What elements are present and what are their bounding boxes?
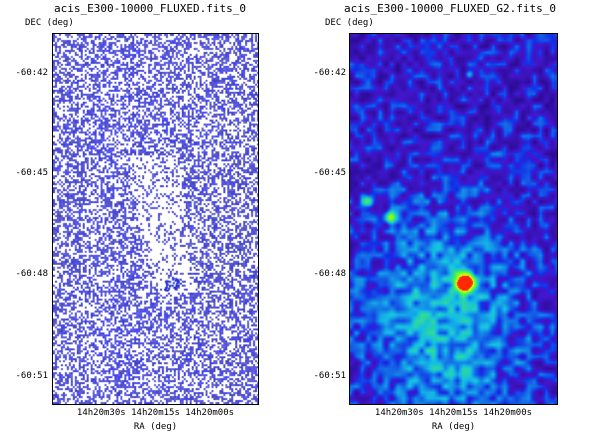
raw-dec-tick-4: -60:51 [15,371,48,381]
smoothed-image-title: acis_E300-10000_FLUXED_G2.fits_0 [344,2,556,15]
smoothed-image-canvas-frame[interactable] [349,33,558,405]
raw-image-canvas[interactable] [53,34,258,404]
raw-image-title: acis_E300-10000_FLUXED.fits_0 [53,2,247,15]
smoothed-dec-axis-label: DEC (deg) [325,18,374,28]
raw-ra-axis-label: RA (deg) [133,422,178,432]
raw-dec-tick-3: -60:48 [15,269,48,279]
smoothed-image-canvas[interactable] [350,34,557,404]
smoothed-ra-tick-labels: 14h20m30s 14h20m15s 14h20m00s [374,408,533,418]
raw-dec-axis-label: DEC (deg) [25,18,74,28]
raw-image-canvas-frame[interactable] [52,33,259,405]
smoothed-image-panel: acis_E300-10000_FLUXED_G2.fits_0 DEC (de… [300,0,600,438]
smoothed-ra-axis-label: RA (deg) [431,422,476,432]
smoothed-dec-tick-4: -60:51 [313,371,346,381]
smoothed-dec-tick-2: -60:45 [313,168,346,178]
raw-image-panel: acis_E300-10000_FLUXED.fits_0 DEC (deg) … [15,2,259,432]
smoothed-dec-tick-1: -60:42 [313,68,346,78]
raw-dec-tick-1: -60:42 [15,68,48,78]
raw-ra-tick-labels: 14h20m30s 14h20m15s 14h20m00s [76,408,235,418]
raw-dec-tick-2: -60:45 [15,168,48,178]
smoothed-dec-tick-3: -60:48 [313,269,346,279]
